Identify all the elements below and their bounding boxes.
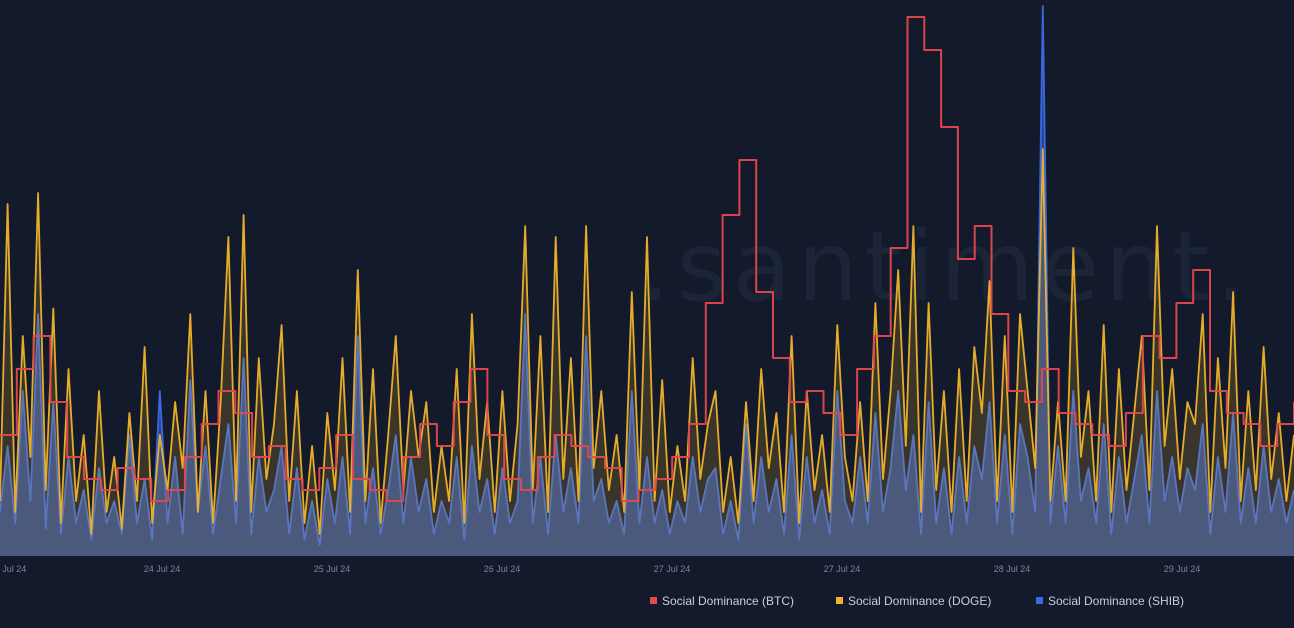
x-tick-label: 22 Jul 24 (0, 564, 26, 574)
x-axis: 22 Jul 24 24 Jul 24 25 Jul 24 26 Jul 24 27 J… (0, 564, 1200, 574)
legend-label[interactable]: Social Dominance (SHIB) (1048, 594, 1184, 608)
legend-swatch[interactable] (1036, 597, 1043, 604)
x-tick-label: 28 Jul 24 (994, 564, 1031, 574)
legend-label[interactable]: Social Dominance (DOGE) (848, 594, 991, 608)
x-tick-label: 27 Jul 24 (654, 564, 691, 574)
series-line-2 (0, 5, 1294, 546)
legend: Social Dominance (BTC) Social Dominance (… (650, 594, 1184, 608)
series-line-1 (0, 148, 1294, 535)
santiment-watermark: .santiment. (640, 211, 1252, 323)
x-tick-label: 27 Jul 24 (824, 564, 861, 574)
x-tick-label: 24 Jul 24 (144, 564, 181, 574)
series-area-1 (0, 149, 1294, 556)
legend-swatch[interactable] (836, 597, 843, 604)
legend-swatch[interactable] (650, 597, 657, 604)
series-layer (0, 5, 1294, 556)
legend-label[interactable]: Social Dominance (BTC) (662, 594, 794, 608)
x-tick-label: 26 Jul 24 (484, 564, 521, 574)
x-tick-label: 29 Jul 24 (1164, 564, 1201, 574)
series-line-0 (0, 16, 1294, 502)
x-tick-label: 25 Jul 24 (314, 564, 351, 574)
